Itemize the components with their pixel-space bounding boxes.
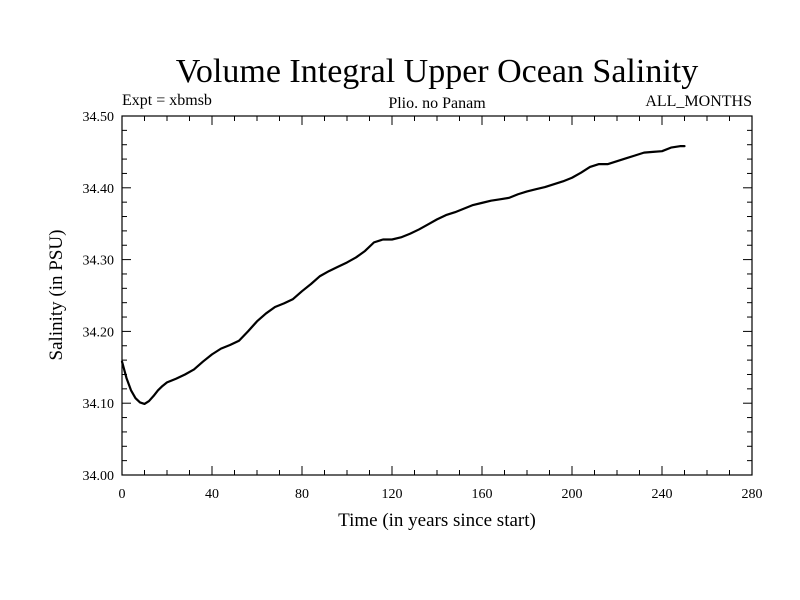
y-tick-label: 34.40 <box>83 182 115 197</box>
y-tick-label: 34.10 <box>83 397 115 412</box>
plot-frame <box>121 115 753 476</box>
chart-title: Volume Integral Upper Ocean Salinity <box>176 53 698 90</box>
minor-ticks <box>121 115 753 476</box>
x-tick-label: 40 <box>205 487 219 502</box>
x-tick-label: 120 <box>382 487 403 502</box>
x-tick-label: 160 <box>472 487 493 502</box>
x-tick-label: 240 <box>652 487 673 502</box>
y-tick-label: 34.00 <box>83 469 115 484</box>
y-axis-label: Salinity (in PSU) <box>46 230 67 361</box>
x-axis-label: Time (in years since start) <box>338 510 536 531</box>
subtitle-experiment: Expt = xbmsb <box>122 92 212 109</box>
y-tick-label: 34.50 <box>83 110 115 125</box>
x-tick-label: 80 <box>295 487 309 502</box>
y-axis: 34.00 34.10 34.20 34.30 34.40 34.50 <box>83 110 115 484</box>
x-axis: 0 40 80 120 160 200 240 280 <box>119 487 763 502</box>
subtitle-run-name: Plio. no Panam <box>388 95 486 112</box>
x-tick-label: 200 <box>562 487 583 502</box>
y-tick-label: 34.20 <box>83 325 115 340</box>
subtitle-months: ALL_MONTHS <box>645 93 752 110</box>
x-tick-label: 280 <box>742 487 763 502</box>
x-tick-label: 0 <box>119 487 126 502</box>
y-tick-label: 34.30 <box>83 254 115 269</box>
series-line-salinity <box>120 145 686 406</box>
